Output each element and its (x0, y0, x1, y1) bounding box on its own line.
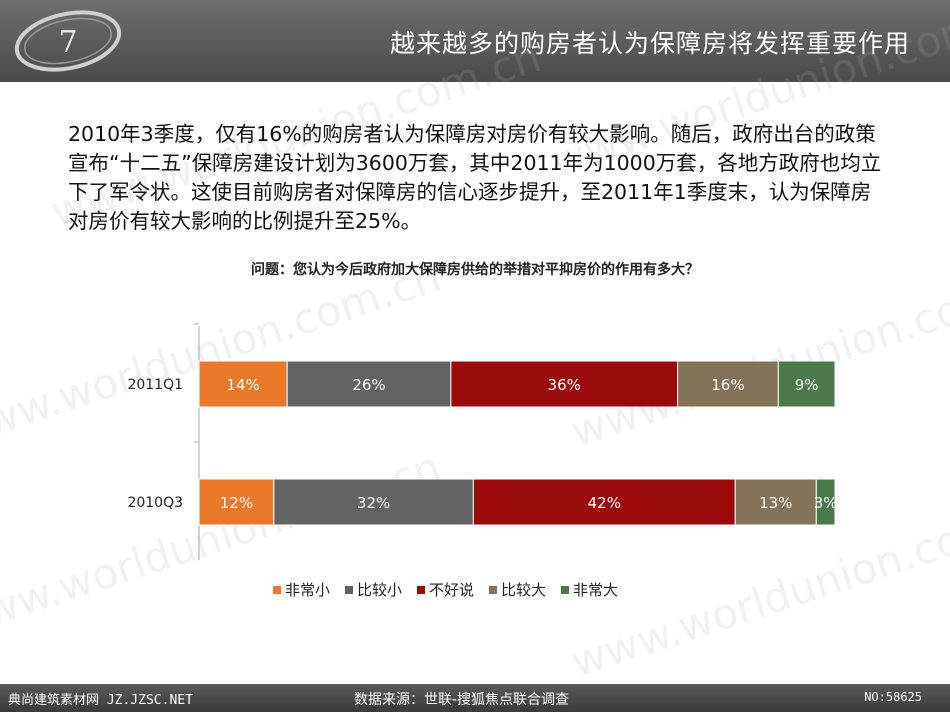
legend-label: 非常大 (573, 581, 618, 599)
data-label: 14% (226, 376, 259, 394)
legend-label: 不好说 (429, 581, 474, 599)
bar-segment (198, 478, 275, 526)
svg-text:7: 7 (58, 25, 77, 60)
footer-bar: 典尚建筑素材网 JZ.JZSC.NET 数据来源：世联-搜狐焦点联合调查 NO:… (0, 684, 950, 712)
header-bar: 7 越来越多的购房者认为保障房将发挥重要作用 (0, 0, 950, 82)
legend-label: 比较小 (357, 581, 402, 599)
bar-segment (450, 360, 679, 408)
category-label: 2011Q1 (127, 377, 183, 393)
data-label: 32% (357, 494, 390, 512)
data-label: 3% (814, 494, 838, 512)
data-label: 16% (711, 376, 744, 394)
footer-source: 数据来源：世联-搜狐焦点联合调查 (354, 692, 570, 708)
bar-segment (677, 360, 779, 408)
bar-segment (777, 360, 836, 408)
legend-swatch (345, 586, 353, 594)
data-label: 13% (759, 494, 792, 512)
footer-number: NO:58625 (864, 690, 922, 704)
description-paragraph: 2010年3季度，仅有16%的购房者认为保障房对房价有较大影响。随后，政府出台的… (68, 122, 882, 233)
category-label: 2010Q3 (127, 495, 183, 511)
data-label: 26% (352, 376, 385, 394)
data-label: 36% (548, 376, 581, 394)
chart-title: 问题：您认为今后政府加大保障房供给的举措对平抑房价的作用有多大？ (251, 262, 699, 278)
bar-segment (734, 478, 817, 526)
data-label: 12% (220, 494, 253, 512)
bar-segment (198, 360, 288, 408)
bar-segment (815, 478, 836, 526)
data-label: 9% (795, 376, 819, 394)
bar-segment (273, 478, 474, 526)
legend-label: 非常小 (285, 581, 330, 599)
legend-swatch (561, 586, 569, 594)
legend-swatch (273, 586, 281, 594)
footer-site: 典尚建筑素材网 JZ.JZSC.NET (8, 693, 193, 708)
legend-swatch (489, 586, 497, 594)
data-label: 42% (588, 494, 621, 512)
stacked-bar-chart: 2011Q1 14% 26% 36% 16% 9% 2010Q3 12% 32% 42% 13% 3%… (127, 323, 838, 599)
bar-segment (472, 478, 736, 526)
logo-icon: 7 (14, 10, 122, 72)
legend-swatch (417, 586, 425, 594)
legend-label: 比较大 (501, 581, 546, 599)
page-title: 越来越多的购房者认为保障房将发挥重要作用 (389, 29, 910, 58)
